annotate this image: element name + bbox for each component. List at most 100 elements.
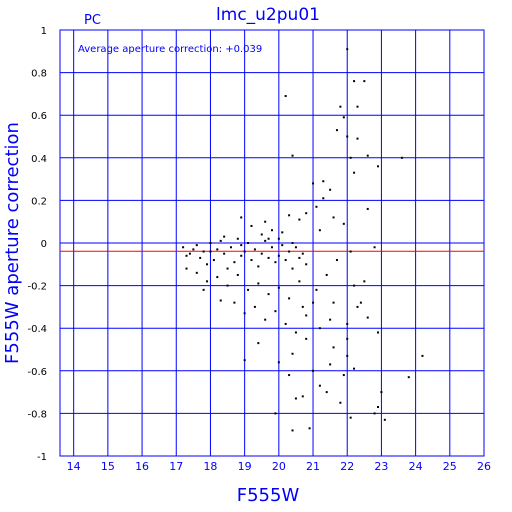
data-point: [260, 252, 263, 255]
x-tick-labels: 14 15 16 17 18 19 20 21 22 23 24 25 26: [67, 460, 491, 473]
data-point: [312, 369, 315, 372]
data-point: [284, 95, 287, 98]
data-point: [240, 244, 243, 247]
data-point: [329, 363, 332, 366]
data-point: [363, 80, 366, 83]
x-tick-label: 17: [169, 460, 183, 473]
data-point: [240, 254, 243, 257]
data-point: [202, 250, 205, 253]
data-point: [233, 261, 236, 264]
x-tick-label: 24: [409, 460, 423, 473]
data-point: [353, 284, 356, 287]
data-point: [274, 310, 277, 313]
data-point: [318, 327, 321, 330]
data-point: [373, 246, 376, 249]
grid-lines: [60, 29, 485, 457]
x-tick-label: 16: [135, 460, 149, 473]
data-point: [380, 391, 383, 394]
data-point: [407, 376, 410, 379]
data-point: [339, 105, 342, 108]
y-tick-label: -0.4: [27, 324, 47, 335]
y-tick-label: -0.6: [27, 367, 47, 378]
data-point: [202, 288, 205, 291]
x-tick-label: 21: [306, 460, 320, 473]
data-point: [264, 220, 267, 223]
data-point: [329, 188, 332, 191]
data-point: [226, 284, 229, 287]
data-point: [353, 367, 356, 370]
data-point: [274, 412, 277, 415]
data-point: [281, 244, 284, 247]
data-point: [353, 171, 356, 174]
data-point: [346, 48, 349, 51]
data-point: [305, 263, 308, 266]
data-point: [264, 239, 267, 242]
data-point: [318, 229, 321, 232]
data-point: [219, 239, 222, 242]
data-point: [400, 156, 403, 159]
data-point: [339, 401, 342, 404]
detector-label: PC: [84, 13, 101, 28]
data-point: [277, 361, 280, 364]
y-tick-label: 0.8: [31, 69, 47, 80]
data-point: [356, 305, 359, 308]
data-point: [332, 216, 335, 219]
data-point: [250, 259, 253, 262]
data-point: [253, 248, 256, 251]
data-point: [294, 331, 297, 334]
data-point: [335, 259, 338, 262]
data-point: [236, 237, 239, 240]
data-point: [325, 273, 328, 276]
data-point: [383, 418, 386, 421]
data-point: [421, 354, 424, 357]
data-point: [274, 261, 277, 264]
data-point: [312, 301, 315, 304]
data-point: [291, 154, 294, 157]
data-point: [322, 197, 325, 200]
y-tick-label: 1: [41, 26, 47, 37]
data-point: [298, 256, 301, 259]
data-point: [346, 322, 349, 325]
x-tick-label: 14: [67, 460, 81, 473]
data-point: [243, 359, 246, 362]
data-point: [185, 267, 188, 270]
data-point: [294, 397, 297, 400]
data-point: [342, 374, 345, 377]
data-point: [332, 346, 335, 349]
data-point: [257, 265, 260, 268]
data-point: [305, 337, 308, 340]
data-point: [267, 256, 270, 259]
average-correction-annotation: Average aperture correction: +0.039: [78, 44, 262, 55]
data-point: [373, 412, 376, 415]
x-tick-label: 20: [272, 460, 286, 473]
data-point: [349, 416, 352, 419]
y-axis-label: F555W aperture correction: [2, 122, 23, 364]
data-point: [247, 288, 250, 291]
data-point: [305, 314, 308, 317]
data-point: [267, 293, 270, 296]
data-point: [332, 301, 335, 304]
data-point: [291, 242, 294, 244]
data-point: [209, 242, 212, 244]
data-point: [257, 282, 260, 285]
data-point: [219, 299, 222, 302]
data-point: [322, 180, 325, 183]
y-tick-label: 0.4: [31, 154, 47, 165]
data-point: [240, 216, 243, 219]
data-point: [318, 384, 321, 387]
x-tick-label: 18: [203, 460, 217, 473]
x-tick-label: 25: [443, 460, 457, 473]
data-point: [346, 337, 349, 340]
data-point: [257, 342, 260, 345]
data-point: [315, 288, 318, 291]
data-point: [291, 429, 294, 432]
data-point: [223, 252, 226, 255]
data-point: [356, 137, 359, 140]
data-point: [216, 248, 219, 251]
data-point: [247, 242, 250, 244]
y-tick-label: -0.2: [27, 282, 47, 293]
y-tick-label: -0.8: [27, 409, 47, 420]
data-point: [291, 352, 294, 355]
data-point: [359, 301, 362, 304]
